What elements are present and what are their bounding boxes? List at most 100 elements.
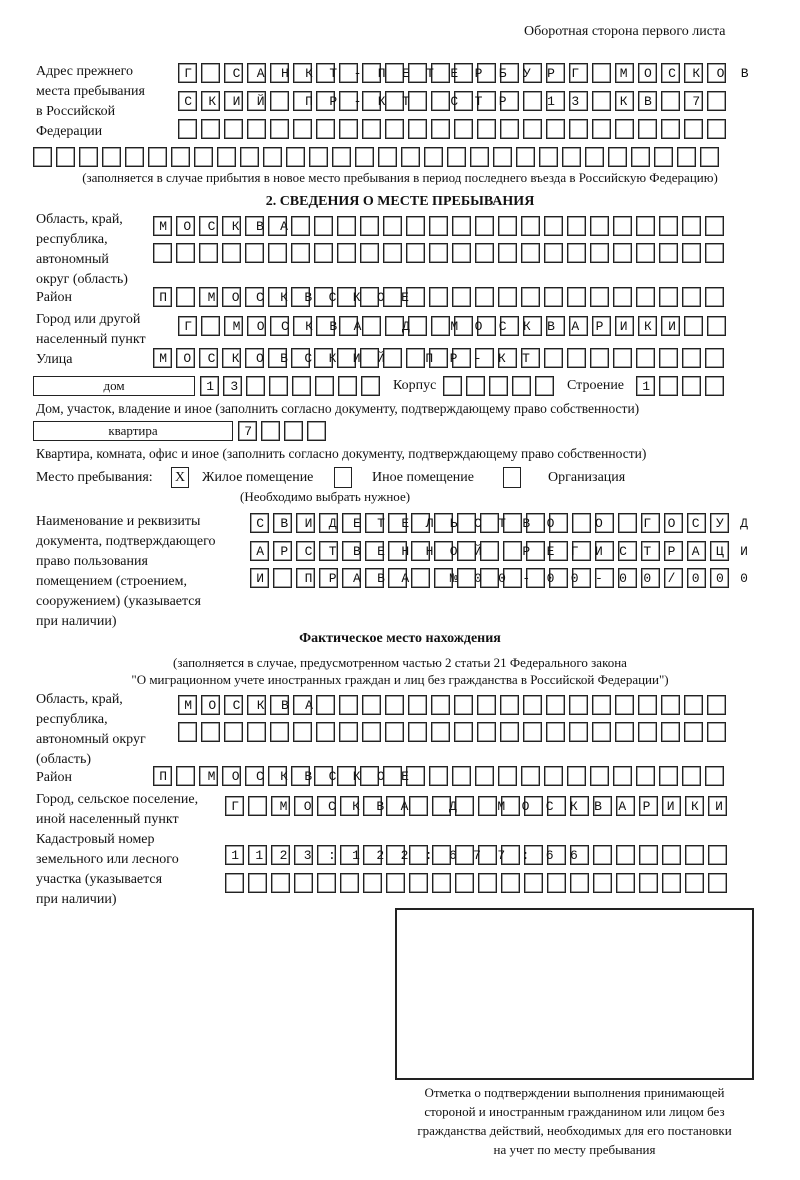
char-box[interactable] <box>569 695 588 715</box>
char-box[interactable] <box>383 243 402 263</box>
char-box[interactable] <box>590 766 609 786</box>
char-box[interactable] <box>363 796 382 816</box>
char-box[interactable] <box>250 541 269 561</box>
char-box[interactable] <box>454 695 473 715</box>
char-box[interactable] <box>411 568 430 588</box>
char-box[interactable] <box>659 216 678 236</box>
char-box[interactable] <box>406 348 425 368</box>
char-box[interactable] <box>176 348 195 368</box>
char-box[interactable] <box>478 796 497 816</box>
char-box[interactable] <box>247 695 266 715</box>
char-box[interactable] <box>682 376 701 396</box>
char-box[interactable] <box>337 766 356 786</box>
char-box[interactable] <box>222 287 241 307</box>
char-box[interactable] <box>291 243 310 263</box>
char-box[interactable] <box>526 541 545 561</box>
char-box[interactable] <box>590 216 609 236</box>
char-box[interactable] <box>224 63 243 83</box>
char-box[interactable] <box>585 147 604 167</box>
char-box[interactable] <box>383 287 402 307</box>
char-box[interactable] <box>342 513 361 533</box>
char-box[interactable] <box>383 216 402 236</box>
char-box[interactable] <box>225 845 244 865</box>
char-box[interactable] <box>365 513 384 533</box>
char-box[interactable] <box>409 845 428 865</box>
char-box[interactable] <box>592 63 611 83</box>
char-box[interactable] <box>659 766 678 786</box>
char-box[interactable] <box>639 796 658 816</box>
char-box[interactable] <box>535 376 554 396</box>
char-box[interactable] <box>498 348 517 368</box>
building-row[interactable]: 1 <box>636 376 724 398</box>
char-box[interactable] <box>338 376 357 396</box>
char-box[interactable] <box>340 845 359 865</box>
document-row-3[interactable]: И ПРАВА №00-00-00/000 <box>250 568 748 590</box>
char-box[interactable] <box>569 722 588 742</box>
korpus-row[interactable] <box>443 376 554 398</box>
char-box[interactable] <box>638 91 657 111</box>
char-box[interactable] <box>500 695 519 715</box>
char-box[interactable] <box>432 796 451 816</box>
char-box[interactable] <box>475 243 494 263</box>
char-box[interactable] <box>199 348 218 368</box>
char-box[interactable] <box>176 216 195 236</box>
char-box[interactable] <box>385 316 404 336</box>
char-box[interactable] <box>523 63 542 83</box>
char-box[interactable] <box>388 541 407 561</box>
char-box[interactable] <box>386 845 405 865</box>
char-box[interactable] <box>590 348 609 368</box>
char-box[interactable] <box>452 287 471 307</box>
char-box[interactable] <box>411 541 430 561</box>
char-box[interactable] <box>707 316 726 336</box>
char-box[interactable] <box>664 513 683 533</box>
char-box[interactable] <box>296 541 315 561</box>
char-box[interactable] <box>477 316 496 336</box>
char-box[interactable] <box>521 766 540 786</box>
char-box[interactable] <box>478 873 497 893</box>
district-row[interactable]: П МОСКВСКОЕ <box>153 287 724 309</box>
char-box[interactable] <box>385 119 404 139</box>
previous-address-row-3[interactable] <box>178 119 726 141</box>
char-box[interactable] <box>616 845 635 865</box>
char-box[interactable] <box>291 216 310 236</box>
char-box[interactable] <box>521 243 540 263</box>
char-box[interactable] <box>616 873 635 893</box>
char-box[interactable] <box>685 873 704 893</box>
char-box[interactable] <box>500 91 519 111</box>
char-box[interactable] <box>526 568 545 588</box>
char-box[interactable] <box>365 541 384 561</box>
char-box[interactable] <box>512 376 531 396</box>
char-box[interactable] <box>250 513 269 533</box>
char-box[interactable] <box>270 91 289 111</box>
char-box[interactable] <box>314 287 333 307</box>
char-box[interactable] <box>224 722 243 742</box>
char-box[interactable] <box>615 91 634 111</box>
char-box[interactable] <box>452 766 471 786</box>
char-box[interactable] <box>362 119 381 139</box>
char-box[interactable] <box>546 91 565 111</box>
char-box[interactable] <box>434 568 453 588</box>
char-box[interactable] <box>608 147 627 167</box>
char-box[interactable] <box>521 348 540 368</box>
char-box[interactable] <box>503 541 522 561</box>
char-box[interactable] <box>570 873 589 893</box>
char-box[interactable] <box>500 63 519 83</box>
char-box[interactable] <box>682 243 701 263</box>
char-box[interactable] <box>523 695 542 715</box>
checkbox-residential[interactable]: Х <box>171 467 189 488</box>
char-box[interactable] <box>477 63 496 83</box>
char-box[interactable] <box>270 63 289 83</box>
char-box[interactable] <box>293 91 312 111</box>
region-row-1[interactable]: МОСКВА <box>153 216 724 238</box>
char-box[interactable] <box>245 216 264 236</box>
char-box[interactable] <box>383 766 402 786</box>
char-box[interactable] <box>636 348 655 368</box>
char-box[interactable] <box>615 695 634 715</box>
char-box[interactable] <box>222 216 241 236</box>
char-box[interactable] <box>408 63 427 83</box>
char-box[interactable] <box>661 91 680 111</box>
char-box[interactable] <box>687 513 706 533</box>
char-box[interactable] <box>342 541 361 561</box>
char-box[interactable] <box>245 348 264 368</box>
street-row[interactable]: МОСКОВСКИЙ ПР-КТ <box>153 348 724 370</box>
